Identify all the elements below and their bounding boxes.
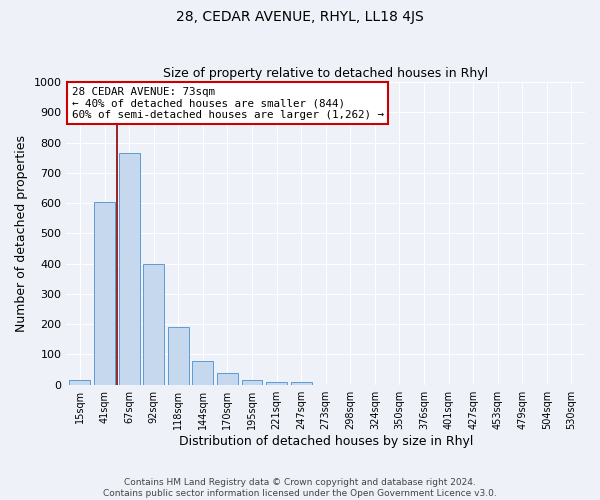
Text: 28 CEDAR AVENUE: 73sqm
← 40% of detached houses are smaller (844)
60% of semi-de: 28 CEDAR AVENUE: 73sqm ← 40% of detached… [71, 86, 383, 120]
Bar [242, 380, 262, 384]
Bar [168, 327, 188, 384]
Bar [266, 382, 287, 384]
Bar [119, 153, 140, 384]
Text: Contains HM Land Registry data © Crown copyright and database right 2024.
Contai: Contains HM Land Registry data © Crown c… [103, 478, 497, 498]
Text: 28, CEDAR AVENUE, RHYL, LL18 4JS: 28, CEDAR AVENUE, RHYL, LL18 4JS [176, 10, 424, 24]
Bar [143, 264, 164, 384]
Bar [290, 382, 311, 384]
Y-axis label: Number of detached properties: Number of detached properties [15, 135, 28, 332]
Bar [217, 372, 238, 384]
Bar [193, 362, 213, 384]
Bar [94, 202, 115, 384]
Bar [70, 380, 91, 384]
Title: Size of property relative to detached houses in Rhyl: Size of property relative to detached ho… [163, 66, 488, 80]
X-axis label: Distribution of detached houses by size in Rhyl: Distribution of detached houses by size … [179, 434, 473, 448]
